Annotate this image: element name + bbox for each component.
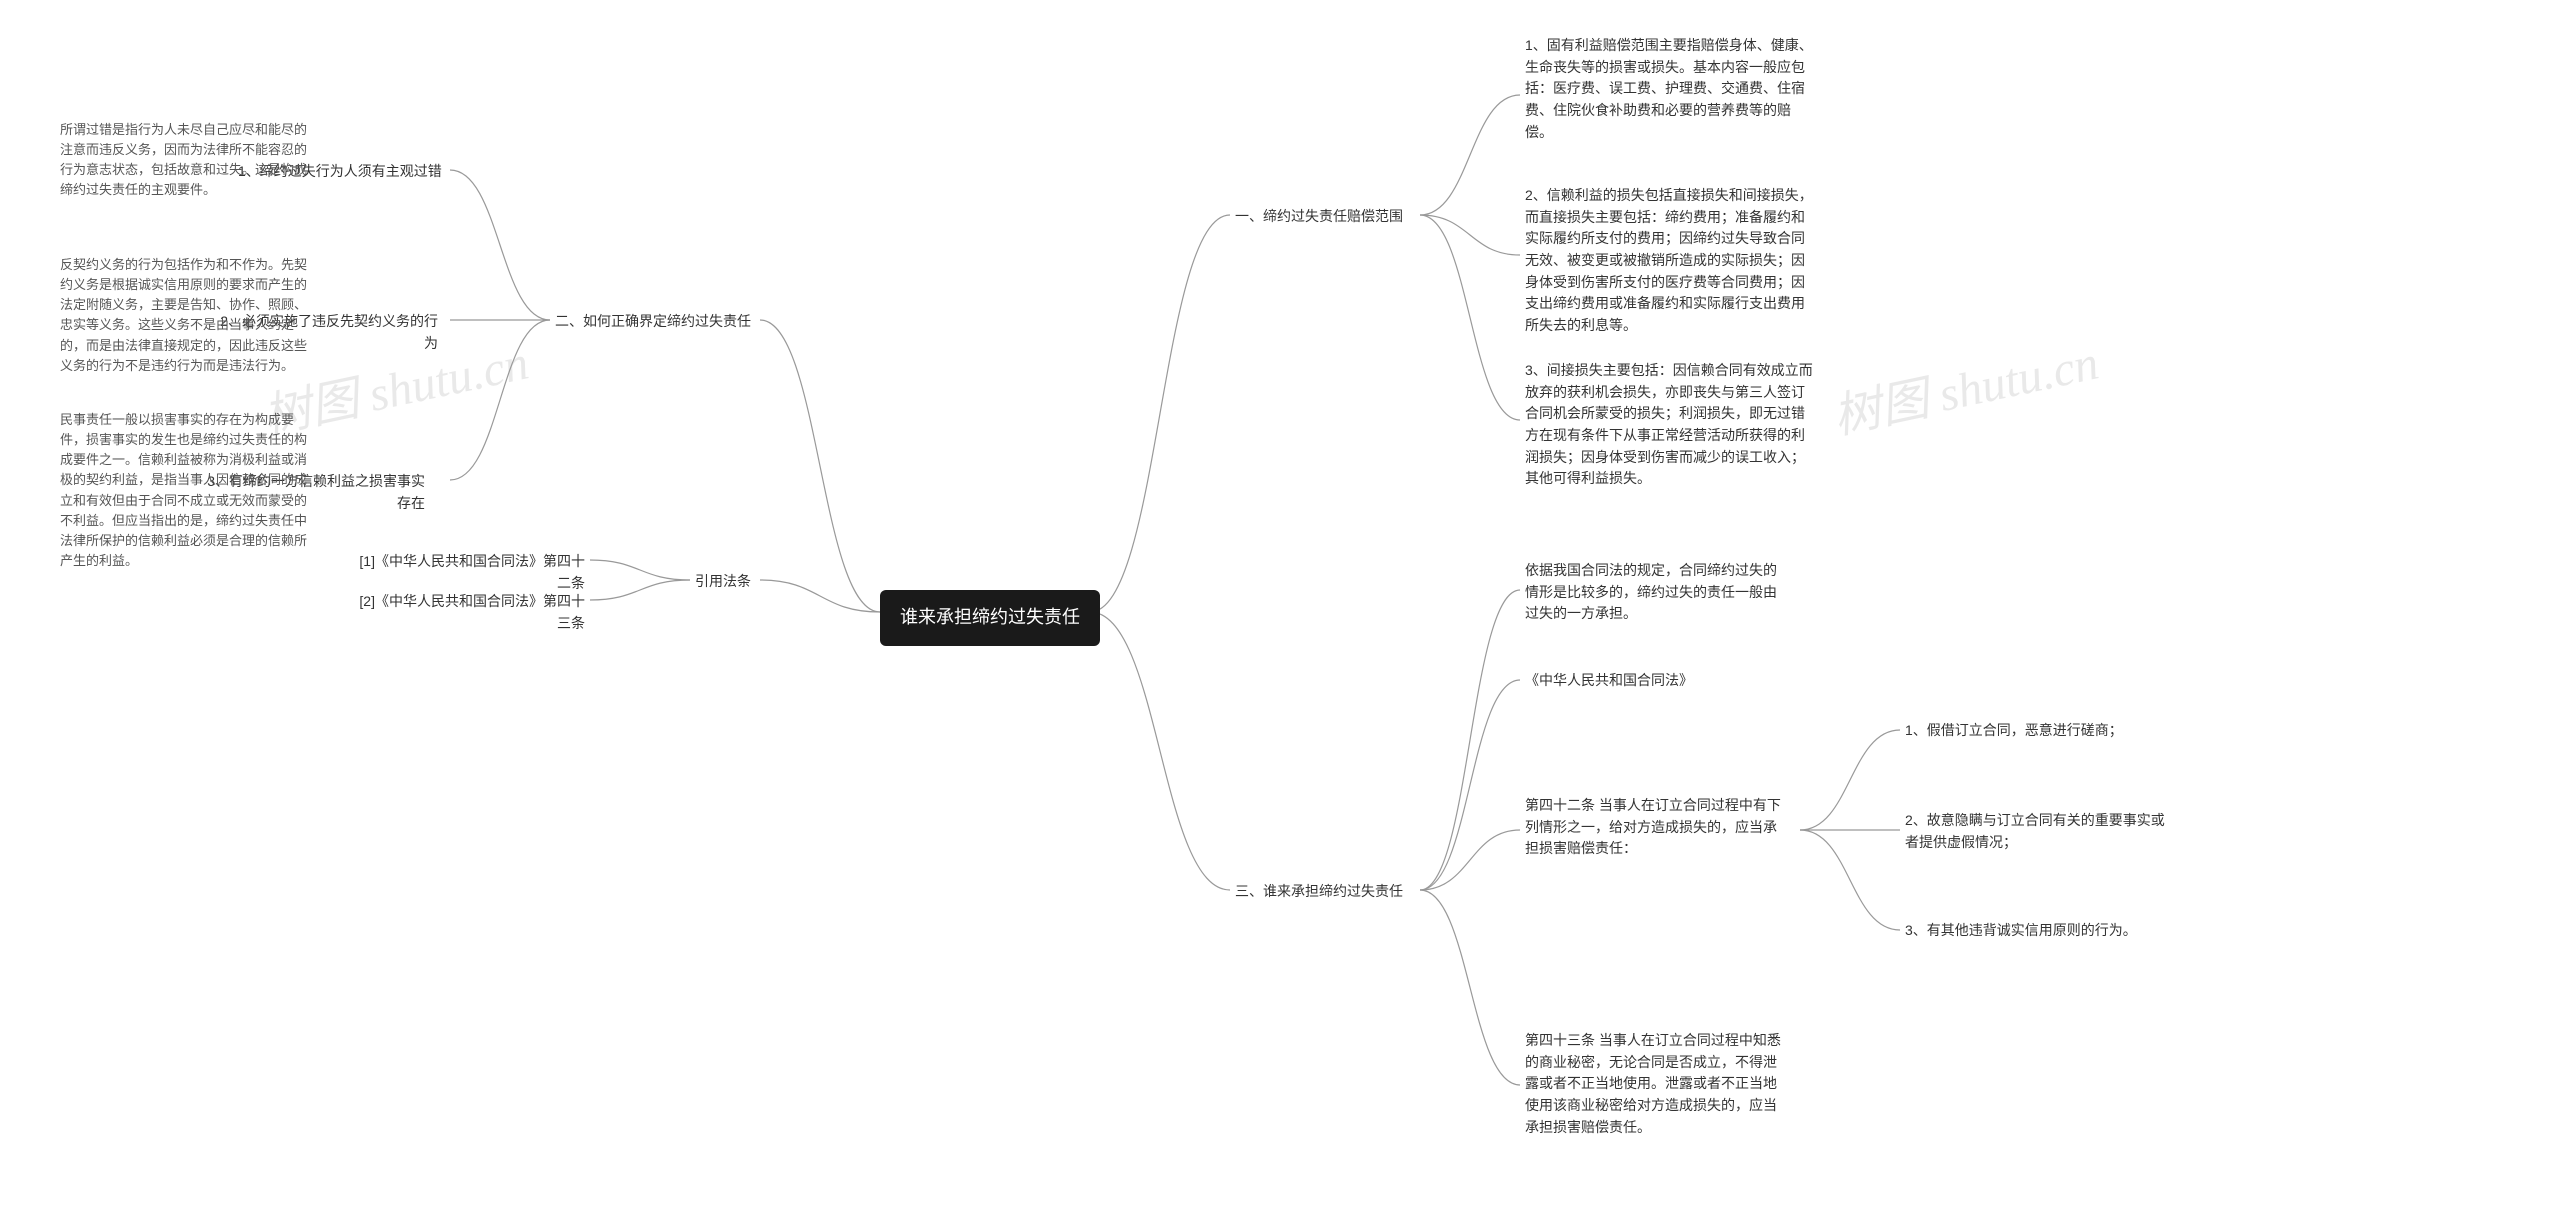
l-b2-c2: [2]《中华人民共和国合同法》第四十三条 (350, 591, 585, 634)
r-b2-c3-d1: 1、假借订立合同，恶意进行磋商； (1905, 720, 2123, 742)
l-b1-c3-desc: 民事责任一般以损害事实的存在为构成要件，损害事实的发生也是缔约过失责任的构成要件… (60, 410, 310, 571)
watermark: 树图 shutu.cn (1826, 323, 2104, 447)
r-b2-c3-d3: 3、有其他违背诚实信用原则的行为。 (1905, 920, 2137, 942)
r-b2-c3-d2: 2、故意隐瞒与订立合同有关的重要事实或者提供虚假情况； (1905, 810, 2165, 853)
l-b2-c1: [1]《中华人民共和国合同法》第四十二条 (350, 551, 585, 594)
branch-right-1: 一、缔约过失责任赔偿范围 (1235, 206, 1403, 228)
branch-left-2: 引用法条 (695, 571, 751, 593)
branch-right-2: 三、谁来承担缔约过失责任 (1235, 881, 1403, 903)
r-b2-c3: 第四十二条 当事人在订立合同过程中有下列情形之一，给对方造成损失的，应当承担损害… (1525, 795, 1785, 860)
branch-left-1: 二、如何正确界定缔约过失责任 (555, 311, 751, 333)
center-node: 谁来承担缔约过失责任 (880, 590, 1100, 646)
r-b2-c2: 《中华人民共和国合同法》 (1525, 670, 1693, 692)
r-b2-c1: 依据我国合同法的规定，合同缔约过失的情形是比较多的，缔约过失的责任一般由过失的一… (1525, 560, 1785, 625)
r-b2-c4: 第四十三条 当事人在订立合同过程中知悉的商业秘密，无论合同是否成立，不得泄露或者… (1525, 1030, 1785, 1138)
r-b1-c1: 1、固有利益赔偿范围主要指赔偿身体、健康、生命丧失等的损害或损失。基本内容一般应… (1525, 35, 1815, 143)
l-b1-c2-desc: 反契约义务的行为包括作为和不作为。先契约义务是根据诚实信用原则的要求而产生的法定… (60, 255, 310, 376)
r-b1-c2: 2、信赖利益的损失包括直接损失和间接损失，而直接损失主要包括：缔约费用；准备履约… (1525, 185, 1815, 337)
r-b1-c3: 3、间接损失主要包括：因信赖合同有效成立而放弃的获利机会损失，亦即丧失与第三人签… (1525, 360, 1815, 490)
l-b1-c1-desc: 所谓过错是指行为人未尽自己应尽和能尽的注意而违反义务，因而为法律所不能容忍的行为… (60, 120, 310, 201)
